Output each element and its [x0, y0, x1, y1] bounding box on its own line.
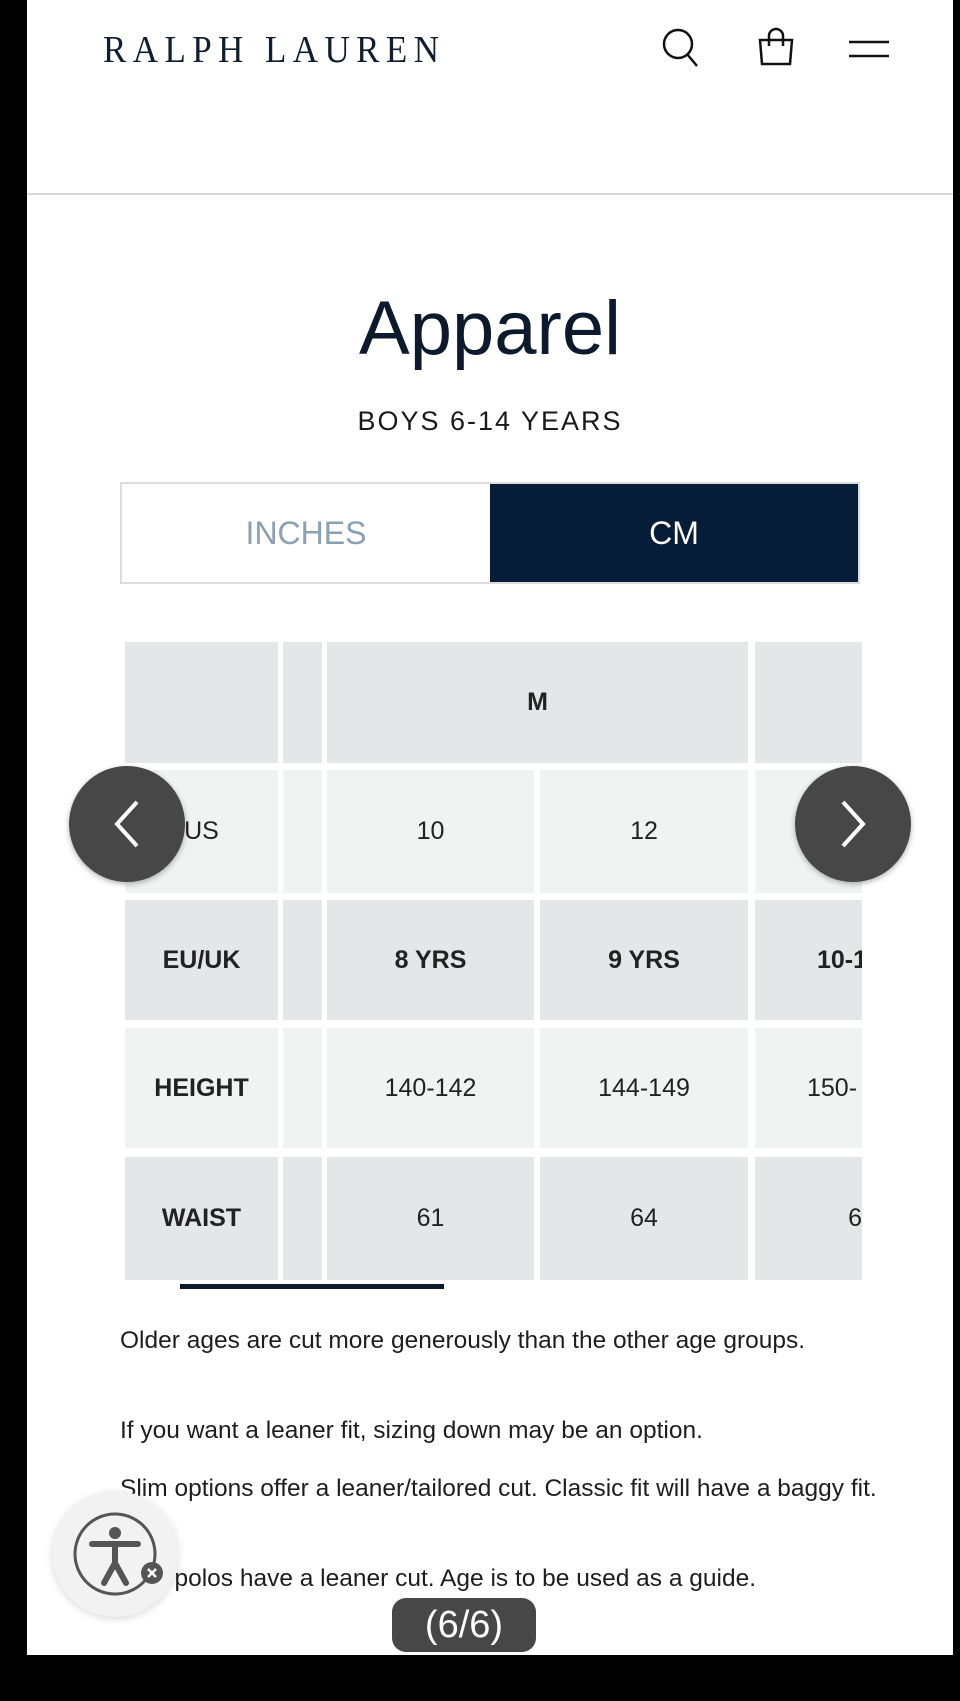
shopping-bag-icon[interactable]: [755, 26, 799, 70]
table-corner-cell: [125, 642, 278, 763]
table-cell: [283, 1028, 322, 1148]
table-cell: 10: [327, 770, 534, 893]
table-cell: [283, 1157, 322, 1280]
menu-icon[interactable]: [847, 26, 891, 70]
note-text: Slim polos have a leaner cut. Age is to …: [120, 1565, 757, 1592]
size-group-header: M: [327, 642, 748, 763]
unit-inches-button[interactable]: INCHES: [122, 484, 490, 582]
ralph-lauren-logo[interactable]: RALPH LAUREN: [103, 29, 446, 71]
page-title: Apparel: [359, 286, 621, 371]
row-label-eu-uk: EU/UK: [125, 900, 278, 1020]
table-cell: 6: [755, 1157, 862, 1280]
accessibility-button[interactable]: [52, 1491, 178, 1617]
previous-image-button[interactable]: [69, 766, 185, 882]
unit-toggle: INCHES CM: [120, 482, 860, 584]
chevron-left-icon: [114, 800, 139, 848]
note-text: If you want a leaner fit, sizing down ma…: [120, 1417, 703, 1444]
page-subtitle: BOYS 6-14 YEARS: [357, 406, 623, 436]
table-cell: 150-: [755, 1028, 862, 1148]
table-cell: 61: [327, 1157, 534, 1280]
table-cell: [283, 642, 322, 763]
next-image-button[interactable]: [795, 766, 911, 882]
accessibility-icon: [73, 1512, 163, 1596]
table-cell: 64: [540, 1157, 748, 1280]
unit-cm-button[interactable]: CM: [490, 484, 858, 582]
table-cell: [283, 900, 322, 1020]
table-cell: 12: [540, 770, 748, 893]
search-icon[interactable]: [659, 26, 703, 70]
table-cell: 9 YRS: [540, 900, 748, 1020]
row-label-height: HEIGHT: [125, 1028, 278, 1148]
header-divider: [27, 193, 953, 195]
table-cell: 144-149: [540, 1028, 748, 1148]
image-counter: (6/6): [392, 1598, 536, 1652]
note-text: Slim options offer a leaner/tailored cut…: [120, 1475, 877, 1502]
table-cell: [755, 642, 862, 763]
chevron-right-icon: [841, 800, 866, 848]
table-scrollbar[interactable]: [180, 1284, 444, 1289]
table-cell: 10-11: [755, 900, 862, 1020]
row-label-waist: WAIST: [125, 1157, 278, 1280]
table-cell: 8 YRS: [327, 900, 534, 1020]
table-cell: 140-142: [327, 1028, 534, 1148]
note-text: Older ages are cut more generously than …: [120, 1327, 806, 1354]
table-cell: [283, 770, 322, 893]
